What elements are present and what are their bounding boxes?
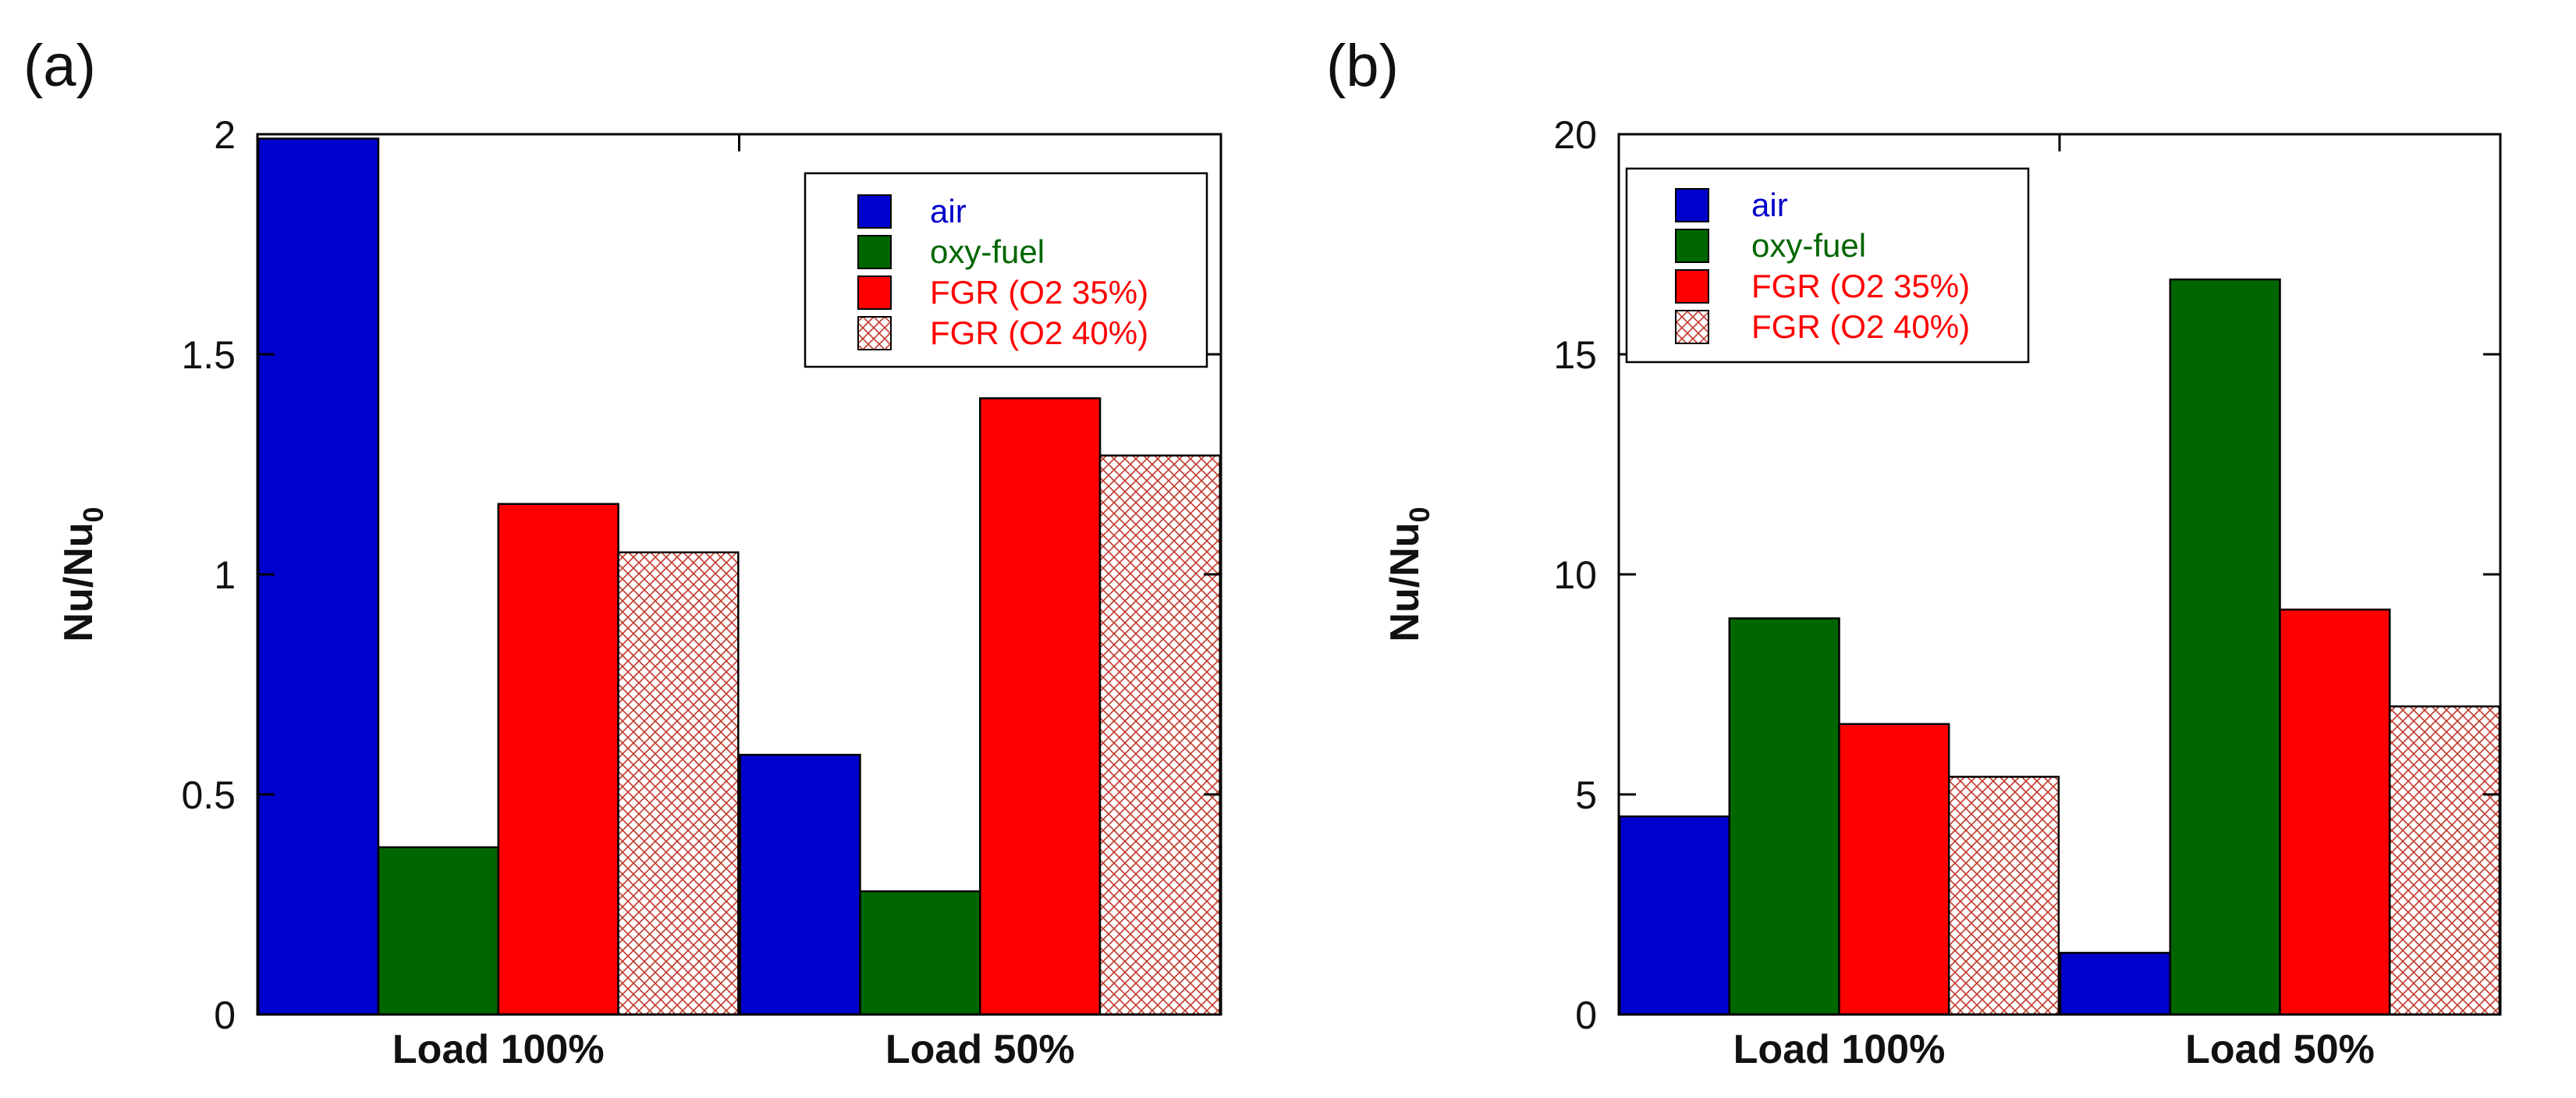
legend-swatch-fgr-40 — [1675, 310, 1709, 344]
legend-item-oxy-fuel: oxy-fuel — [1675, 227, 1866, 264]
legend-item-oxy-fuel: oxy-fuel — [857, 233, 1045, 270]
bar-fgr-o2-35-load-100 — [497, 503, 619, 1016]
y-tick-label: 0.5 — [181, 773, 236, 817]
y-tick-label: 1 — [214, 553, 236, 597]
panel-a-xticks: Load 100% Load 50% — [392, 134, 1075, 1072]
bar-fgr-o2-35-load-100 — [1838, 723, 1950, 1016]
panel-a-legend: air oxy-fuel FGR (O2 35%) FGR (O2 40%) — [804, 172, 1208, 368]
bar-fgr-o2-35-load-50 — [979, 397, 1102, 1016]
legend-swatch-oxy-fuel — [1675, 229, 1709, 263]
legend-item-fgr-35: FGR (O2 35%) — [857, 274, 1148, 311]
panel-b: (b) 0 5 10 15 20 Load 100% Load 50% Nu/Nu0 ai… — [1326, 33, 2502, 1072]
panel-b-bars — [1618, 278, 2501, 1016]
bar-air-load-100 — [1618, 815, 1731, 1016]
y-tick-label: 15 — [1553, 333, 1597, 377]
legend-label-fgr-35: FGR (O2 35%) — [930, 274, 1148, 311]
bar-fgr-o2-40-load-50 — [2388, 705, 2501, 1016]
legend-label-fgr-35: FGR (O2 35%) — [1751, 268, 1970, 304]
legend-item-fgr-35: FGR (O2 35%) — [1675, 268, 1970, 304]
y-tick-label: 5 — [1575, 773, 1597, 817]
legend-swatch-fgr-35 — [1675, 269, 1709, 304]
panel-a-yticks: 0 0.5 1 1.5 2 — [181, 113, 1221, 1037]
panel-a-label: (a) — [23, 33, 96, 99]
legend-label-air: air — [1751, 187, 1788, 223]
bar-fgr-o2-40-load-100 — [1947, 776, 2060, 1016]
bar-oxy-fuel-load-100 — [377, 846, 500, 1016]
y-tick-label: 20 — [1553, 113, 1597, 157]
legend-swatch-air — [857, 194, 892, 229]
bar-oxy-fuel-load-50 — [859, 890, 981, 1016]
y-tick-label: 0 — [214, 993, 236, 1037]
legend-label-fgr-40: FGR (O2 40%) — [1751, 308, 1970, 345]
bar-oxy-fuel-load-100 — [1728, 617, 1840, 1016]
panel-a-y-axis-label: Nu/Nu0 — [56, 506, 109, 641]
panel-a: (a) 0 0.5 1 1.5 2 Load 100% Load 50% Nu/Nu0 a… — [23, 33, 1222, 1072]
bar-fgr-o2-40-load-50 — [1098, 454, 1222, 1016]
panel-b-y-axis-label: Nu/Nu0 — [1382, 506, 1435, 641]
panel-b-legend: air oxy-fuel FGR (O2 35%) FGR (O2 40%) — [1625, 167, 2030, 364]
panel-b-yticks: 0 5 10 15 20 — [1553, 113, 2500, 1037]
x-tick-label-load-100: Load 100% — [1733, 1027, 1946, 1072]
panel-a-bars — [257, 137, 1222, 1016]
bar-air-load-100 — [257, 137, 380, 1016]
legend-item-fgr-40: FGR (O2 40%) — [857, 314, 1148, 351]
y-tick-label: 10 — [1553, 553, 1597, 597]
legend-label-air: air — [930, 193, 967, 229]
legend-label-oxy-fuel: oxy-fuel — [930, 233, 1045, 270]
panel-b-xticks: Load 100% Load 50% — [1733, 134, 2375, 1072]
legend-item-air: air — [1675, 187, 1788, 223]
panel-b-label: (b) — [1326, 33, 1399, 99]
legend-swatch-air — [1675, 188, 1709, 222]
x-tick-label-load-100: Load 100% — [392, 1027, 605, 1072]
legend-swatch-oxy-fuel — [857, 235, 892, 269]
legend-label-oxy-fuel: oxy-fuel — [1751, 227, 1866, 264]
y-tick-label: 1.5 — [181, 333, 236, 377]
legend-swatch-fgr-35 — [857, 275, 892, 310]
x-tick-label-load-50: Load 50% — [885, 1027, 1075, 1072]
bar-oxy-fuel-load-50 — [2169, 278, 2281, 1016]
bar-air-load-50 — [2059, 951, 2172, 1016]
legend-swatch-fgr-40 — [857, 316, 892, 350]
bar-air-load-50 — [739, 753, 861, 1016]
legend-item-fgr-40: FGR (O2 40%) — [1675, 308, 1970, 345]
bar-fgr-o2-40-load-100 — [617, 551, 740, 1016]
legend-label-fgr-40: FGR (O2 40%) — [930, 314, 1148, 351]
bar-fgr-o2-35-load-50 — [2279, 608, 2391, 1016]
x-tick-label-load-50: Load 50% — [2185, 1027, 2375, 1072]
y-tick-label: 2 — [214, 113, 236, 157]
y-tick-label: 0 — [1575, 993, 1597, 1037]
legend-item-air: air — [857, 193, 967, 229]
